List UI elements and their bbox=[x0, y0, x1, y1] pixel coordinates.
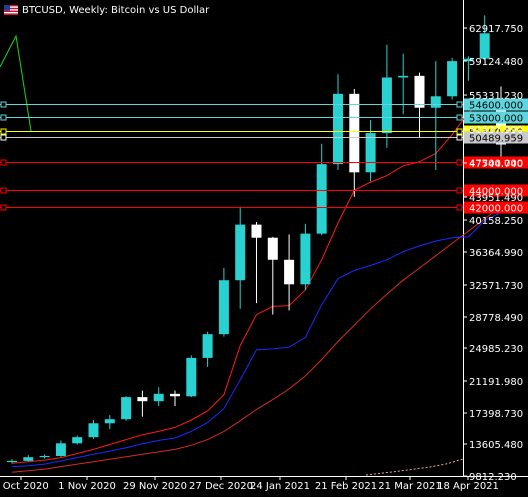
price-level-tag-label-1: 53000.000 bbox=[469, 114, 523, 125]
price-level-right-handle-4 bbox=[456, 159, 463, 166]
y-tick-label-1: 59124.480 bbox=[469, 57, 523, 68]
price-level-tag-label-0: 54600.000 bbox=[469, 101, 523, 112]
y-tick-label-10: 24985.230 bbox=[469, 344, 523, 355]
chart-title-bar: BTCUSD, Weekly: Bitcoin vs US Dollar bbox=[4, 3, 209, 17]
y-tick-label-6: 40158.250 bbox=[469, 216, 523, 227]
x-tick-label-0: 4 Oct 2020 bbox=[0, 481, 49, 492]
green-trendline bbox=[0, 34, 32, 132]
candle-body-18 bbox=[300, 233, 311, 285]
price-level-tag-5 bbox=[464, 184, 528, 197]
x-tick-label-1: 1 Nov 2020 bbox=[58, 481, 116, 492]
candle-body-0 bbox=[7, 460, 17, 463]
price-level-left-handle-1 bbox=[0, 114, 7, 121]
price-level-tag-4 bbox=[464, 156, 528, 169]
x-tick-label-2: 29 Nov 2020 bbox=[123, 481, 187, 492]
price-level-left-handle-0 bbox=[0, 101, 7, 108]
candle-body-10 bbox=[170, 393, 180, 397]
candle-body-21 bbox=[349, 93, 360, 173]
y-tick-label-2: 55331.230 bbox=[469, 91, 523, 102]
candle-body-5 bbox=[88, 423, 99, 438]
candle-body-22 bbox=[365, 133, 376, 173]
candle-body-20 bbox=[333, 93, 343, 165]
candle-body-7 bbox=[121, 397, 132, 420]
x-tick-label-5: 21 Feb 2021 bbox=[315, 481, 377, 492]
price-level-left-handle-3 bbox=[0, 134, 7, 141]
dotted-indicator-line bbox=[365, 458, 464, 476]
price-level-tag-3 bbox=[464, 131, 528, 144]
candle-body-28 bbox=[463, 58, 474, 62]
candle-body-13 bbox=[218, 280, 229, 335]
x-tick-label-6: 21 Mar 2021 bbox=[378, 481, 441, 492]
candle-body-19 bbox=[316, 164, 327, 234]
price-level-right-handle-5 bbox=[456, 187, 463, 194]
y-tick-label-3: 51537.990 bbox=[469, 125, 523, 136]
candle-body-9 bbox=[153, 393, 164, 402]
candle-body-27 bbox=[447, 61, 458, 97]
price-level-tag-6 bbox=[464, 201, 528, 214]
candle-body-12 bbox=[202, 334, 213, 358]
price-level-left-handle-2 bbox=[0, 128, 7, 135]
candle-body-15 bbox=[251, 224, 262, 238]
y-tick-label-5: 43951.490 bbox=[469, 193, 523, 204]
y-tick-label-9: 28778.490 bbox=[469, 313, 523, 324]
chart-symbol-title: BTCUSD, Weekly: Bitcoin vs US Dollar bbox=[22, 4, 210, 16]
x-tick-label-3: 27 Dec 2020 bbox=[189, 481, 253, 492]
candle-body-23 bbox=[381, 77, 392, 134]
y-tick-label-0: 62917.750 bbox=[469, 24, 523, 35]
price-level-left-handle-4 bbox=[0, 159, 7, 166]
candle-body-17 bbox=[284, 259, 295, 285]
y-tick-label-4: 47744.740 bbox=[469, 159, 523, 170]
ma-fast-line bbox=[11, 98, 502, 464]
ma-slow-line bbox=[11, 206, 502, 473]
candle-body-11 bbox=[186, 357, 197, 397]
candle-body-24 bbox=[398, 75, 409, 78]
y-tick-label-12: 17398.730 bbox=[469, 409, 523, 420]
x-tick-label-7: 18 Apr 2021 bbox=[437, 481, 499, 492]
candle-body-14 bbox=[235, 224, 246, 281]
price-level-right-handle-2 bbox=[456, 128, 463, 135]
price-level-tag-1 bbox=[464, 111, 528, 124]
price-level-tag-label-3: 50489.959 bbox=[469, 134, 523, 145]
x-tick-label-4: 24 Jan 2021 bbox=[250, 481, 310, 492]
price-level-tag-label-5: 44000.000 bbox=[469, 187, 523, 198]
candle-body-8 bbox=[137, 397, 148, 402]
ma-blue-line bbox=[11, 211, 502, 468]
y-tick-label-14: 9812.230 bbox=[469, 472, 517, 483]
candle-body-3 bbox=[55, 443, 66, 456]
price-level-tag-0 bbox=[464, 98, 528, 111]
y-tick-label-7: 36364.990 bbox=[469, 248, 523, 259]
price-level-right-handle-1 bbox=[456, 114, 463, 121]
price-level-tag-label-4: 47500.000 bbox=[469, 159, 523, 170]
price-level-left-handle-6 bbox=[0, 204, 7, 211]
candle-body-25 bbox=[414, 75, 425, 108]
price-level-right-handle-0 bbox=[456, 101, 463, 108]
candle-body-6 bbox=[104, 419, 115, 424]
candle-body-29 bbox=[479, 33, 490, 59]
candle-body-4 bbox=[72, 437, 83, 444]
candle-body-16 bbox=[267, 237, 278, 260]
y-tick-label-8: 32571.730 bbox=[469, 281, 523, 292]
y-tick-label-13: 13605.480 bbox=[469, 440, 523, 451]
y-tick-label-11: 21191.980 bbox=[469, 377, 523, 388]
candle-body-2 bbox=[39, 455, 50, 458]
price-level-right-handle-3 bbox=[456, 134, 463, 141]
price-level-left-handle-5 bbox=[0, 187, 7, 194]
price-level-tag-label-6: 42000.000 bbox=[469, 204, 523, 215]
candle-body-1 bbox=[23, 457, 34, 461]
price-level-right-handle-6 bbox=[456, 204, 463, 211]
candle-body-26 bbox=[430, 96, 441, 108]
us-flag-icon bbox=[4, 5, 18, 15]
